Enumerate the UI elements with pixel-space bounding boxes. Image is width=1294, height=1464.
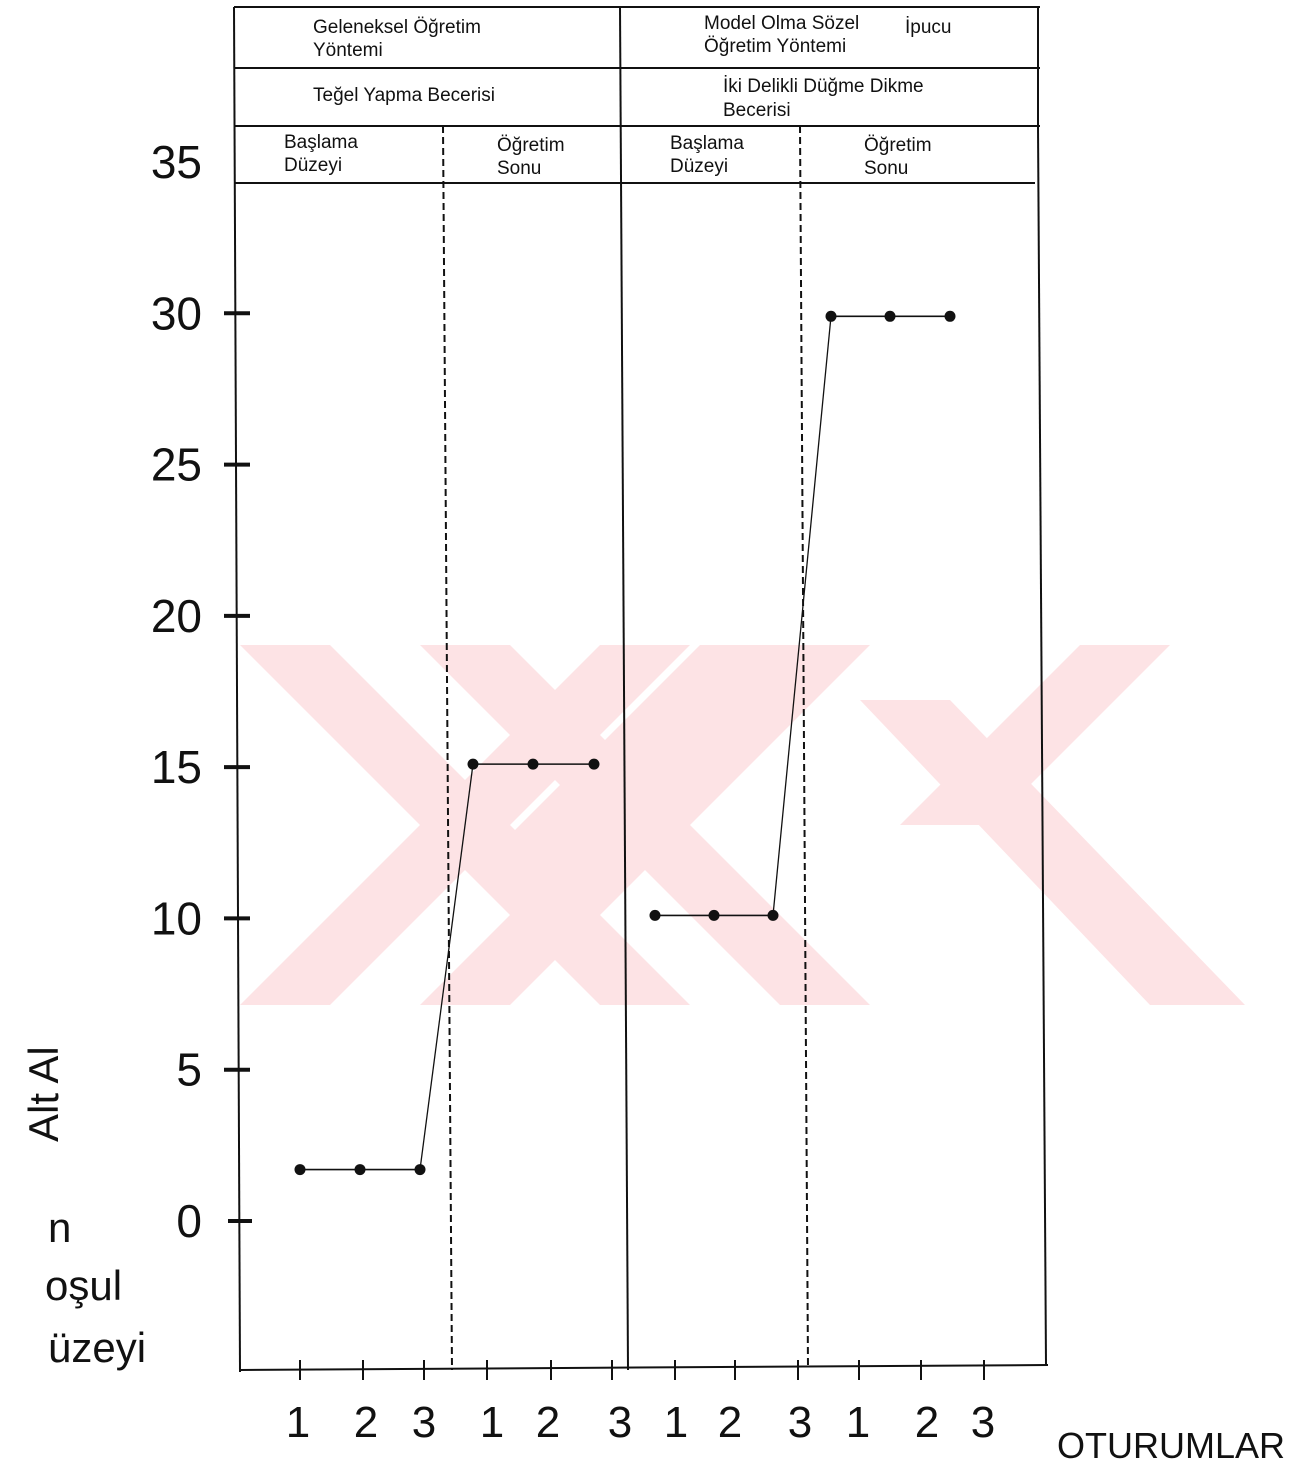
y-tick-label: 25 — [151, 439, 202, 491]
y-tick-label: 0 — [176, 1195, 202, 1247]
x-tick-label: 2 — [915, 1398, 939, 1447]
data-point — [588, 758, 600, 770]
side-label-line-1: n — [48, 1204, 71, 1251]
x-axis — [239, 1364, 1049, 1371]
data-point — [884, 310, 896, 322]
method-2-line1: Model Olma Sözel — [704, 13, 859, 34]
phase-divider-2 — [799, 125, 809, 1369]
phase-4-line1: Öğretim — [864, 135, 932, 156]
x-tick-label: 1 — [664, 1398, 688, 1447]
method-1-line2: Yöntemi — [313, 40, 383, 61]
phase-2-line1: Öğretim — [497, 135, 565, 156]
method-1-line1: Geleneksel Öğretim — [313, 17, 481, 38]
side-label-line-2: oşul — [45, 1262, 122, 1309]
method-labels: Geleneksel Öğretim Yöntemi Model Olma Sö… — [313, 13, 951, 61]
data-point — [527, 758, 539, 770]
y-tick-label: 30 — [151, 287, 202, 339]
y-tick-label: 15 — [151, 741, 202, 793]
x-tick-label: 3 — [971, 1398, 995, 1447]
side-label-line-3: üzeyi — [48, 1324, 146, 1371]
phase-3-line2: Düzeyi — [670, 156, 728, 177]
data-point — [354, 1164, 366, 1176]
section-divider — [619, 6, 629, 1371]
skill-2-line2: Becerisi — [723, 100, 791, 121]
watermark-logo — [240, 645, 1245, 1005]
phase-connector — [419, 764, 474, 1170]
skill-1-line1: Teğel Yapma Becerisi — [313, 85, 495, 106]
x-axis-label: OTURUMLAR — [1057, 1425, 1285, 1464]
data-point — [825, 310, 837, 322]
phase-3-line1: Başlama — [670, 133, 744, 154]
x-tick-label: 2 — [354, 1398, 378, 1447]
phase-divider-1 — [442, 125, 453, 1371]
right-border — [1037, 125, 1047, 1366]
y-tick-label: 35 — [151, 136, 202, 188]
axes-frame — [233, 6, 1049, 1373]
data-point — [944, 310, 956, 322]
y-axis — [233, 6, 241, 1373]
phase-labels: Başlama Düzeyi Öğretim Sonu Başlama Düze… — [284, 132, 932, 179]
phase-1-line1: Başlama — [284, 132, 358, 153]
data-layer — [294, 310, 956, 1176]
method-2-line1b: İpucu — [905, 17, 951, 38]
skill-labels: Teğel Yapma Becerisi İki Delikli Düğme D… — [313, 76, 924, 121]
skill-2-line1: İki Delikli Düğme Dikme — [723, 76, 924, 97]
side-label: n oşul üzeyi — [45, 1204, 146, 1371]
x-tick-label: 2 — [536, 1398, 560, 1447]
phase-connector — [772, 316, 832, 916]
y-tick-label: 20 — [151, 590, 202, 642]
x-tick-label: 1 — [480, 1398, 504, 1447]
data-point — [467, 758, 479, 770]
x-tick-label: 3 — [412, 1398, 436, 1447]
y-tick-label: 10 — [151, 892, 202, 944]
data-point — [708, 909, 720, 921]
data-point — [294, 1164, 306, 1176]
y-tick-label: 5 — [176, 1044, 202, 1096]
data-point — [414, 1164, 426, 1176]
phase-1-line2: Düzeyi — [284, 155, 342, 176]
x-tick-label: 3 — [608, 1398, 632, 1447]
x-tick-label: 1 — [846, 1398, 870, 1447]
x-tick-label: 1 — [286, 1398, 310, 1447]
phase-2-line2: Sonu — [497, 158, 541, 179]
data-point — [767, 909, 779, 921]
data-point — [649, 909, 661, 921]
header-table — [234, 6, 1040, 184]
phase-4-line2: Sonu — [864, 158, 908, 179]
x-tick-label: 3 — [788, 1398, 812, 1447]
method-2-line2: Öğretim Yöntemi — [704, 36, 846, 57]
y-axis-label: Alt Al — [20, 1046, 67, 1142]
y-ticks: 35 30 25 20 15 10 5 0 — [151, 136, 252, 1247]
x-tick-label: 2 — [718, 1398, 742, 1447]
